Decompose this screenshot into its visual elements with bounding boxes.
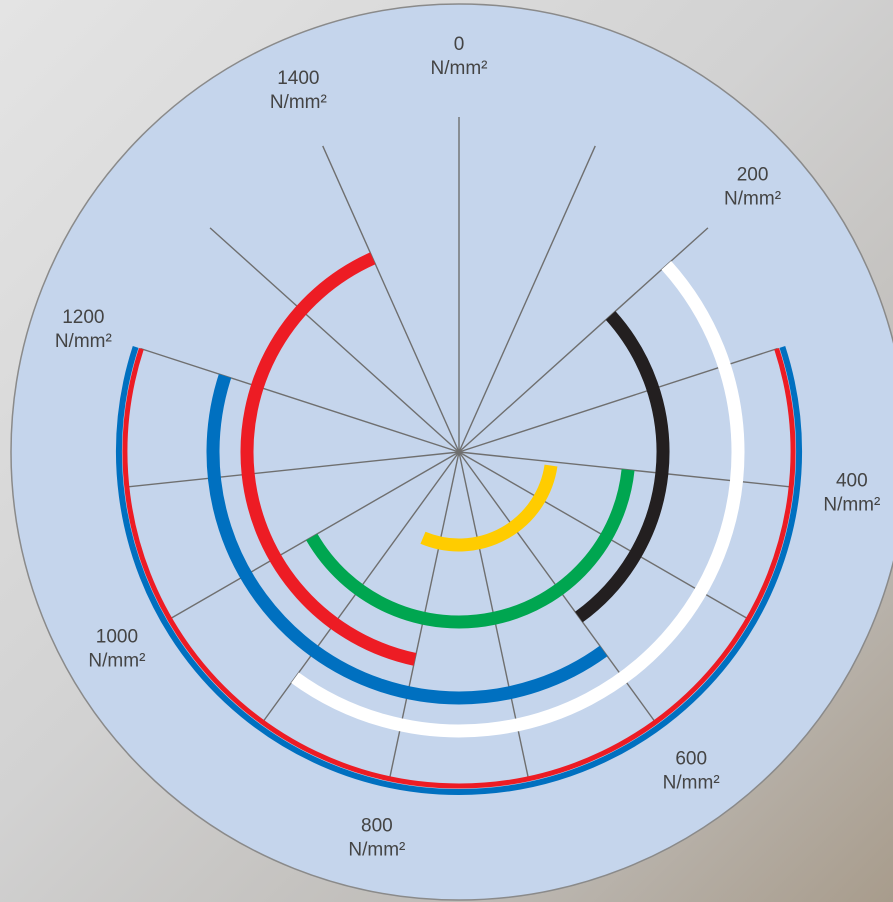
arcs <box>116 252 802 795</box>
tick-unit: N/mm² <box>270 92 327 113</box>
range-arc <box>575 311 670 623</box>
tick-label: 600 <box>675 749 707 770</box>
tick-label: 1200 <box>62 307 104 328</box>
dial-background <box>10 3 893 901</box>
range-arc <box>420 464 558 552</box>
spoke <box>458 145 596 453</box>
tick-label: 800 <box>361 815 393 836</box>
tick-label: 1400 <box>277 68 319 89</box>
labels: 0 N/mm² 200 N/mm² 400 N/mm² 600 N/mm² 800 N/mm² 10… <box>55 34 880 860</box>
range-arc <box>291 260 745 738</box>
tick-label: 0 <box>454 34 465 55</box>
range-arc <box>306 469 635 629</box>
spoke <box>168 451 460 621</box>
tick-label: 400 <box>836 470 868 491</box>
tick-unit: N/mm² <box>55 331 112 352</box>
tick-unit: N/mm² <box>724 189 781 210</box>
spoke <box>322 145 460 453</box>
tick-unit: N/mm² <box>431 58 488 79</box>
spoke <box>458 227 709 453</box>
range-arc <box>240 252 417 666</box>
tick-unit: N/mm² <box>663 773 720 794</box>
spoke <box>125 451 460 488</box>
tick-unit: N/mm² <box>348 839 405 860</box>
tick-label: 200 <box>737 165 769 186</box>
range-arc <box>206 373 608 705</box>
tick-unit: N/mm² <box>823 494 880 515</box>
range-arc <box>116 346 802 795</box>
spoke <box>209 227 460 453</box>
range-arc <box>122 348 796 789</box>
tick-label: 1000 <box>96 627 138 648</box>
spoke <box>140 347 460 453</box>
tick-unit: N/mm² <box>88 651 145 672</box>
